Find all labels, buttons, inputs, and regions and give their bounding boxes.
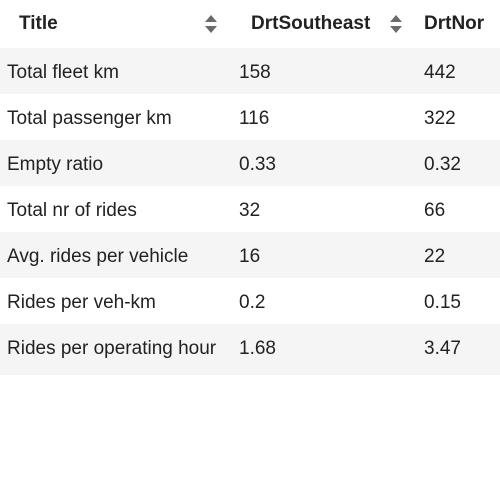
table-cell: 22 — [424, 246, 446, 267]
header-row: Title DrtSoutheast — [0, 0, 500, 48]
row-title-cell: Total passenger km — [7, 108, 172, 129]
row-title-cell: Total fleet km — [7, 62, 119, 83]
table-cell: 158 — [239, 62, 271, 83]
table-cell: 0.2 — [239, 292, 266, 313]
sort-both-icon[interactable] — [389, 13, 403, 35]
row-title-cell: Rides per operating hour — [7, 338, 217, 359]
table-cell: 32 — [239, 200, 261, 221]
table-row: Total passenger km 116 322 — [0, 94, 500, 140]
column-header-drtsoutheast[interactable]: DrtSoutheast — [230, 0, 417, 48]
column-header-label: Title — [19, 13, 58, 34]
results-table: Title DrtSoutheast — [0, 0, 500, 375]
sort-both-icon[interactable] — [204, 13, 218, 35]
table-row: Total fleet km 158 442 — [0, 48, 500, 94]
table-cell: 1.68 — [239, 338, 276, 359]
row-title-cell: Total nr of rides — [7, 200, 137, 221]
row-title-cell: Avg. rides per vehicle — [7, 246, 189, 267]
table-row: Empty ratio 0.33 0.32 — [0, 140, 500, 186]
table-cell: 0.33 — [239, 154, 276, 175]
row-title-cell: Rides per veh-km — [7, 292, 156, 313]
table-cell: 66 — [424, 200, 446, 221]
table-header: Title DrtSoutheast — [0, 0, 500, 48]
table-cell: 322 — [424, 108, 456, 129]
table-cell: 16 — [239, 246, 261, 267]
table-row: Rides per operating hour 1.68 3.47 — [0, 324, 500, 375]
table-cell: 0.15 — [424, 292, 461, 313]
table-row: Total nr of rides 32 66 — [0, 186, 500, 232]
table-row: Avg. rides per vehicle 16 22 — [0, 232, 500, 278]
table-cell: 0.32 — [424, 154, 461, 175]
results-table-container: Title DrtSoutheast — [0, 0, 500, 375]
column-header-label: DrtNor — [424, 13, 485, 34]
table-cell: 116 — [239, 108, 270, 129]
table-body: Total fleet km 158 442 Total passenger k… — [0, 48, 500, 375]
table-row: Rides per veh-km 0.2 0.15 — [0, 278, 500, 324]
row-title-cell: Empty ratio — [7, 154, 104, 175]
column-header-label: DrtSoutheast — [251, 13, 371, 34]
column-header-title[interactable]: Title — [0, 0, 230, 48]
table-cell: 3.47 — [424, 338, 461, 359]
column-header-drtnor[interactable]: DrtNor — [417, 0, 500, 48]
table-cell: 442 — [424, 62, 456, 83]
